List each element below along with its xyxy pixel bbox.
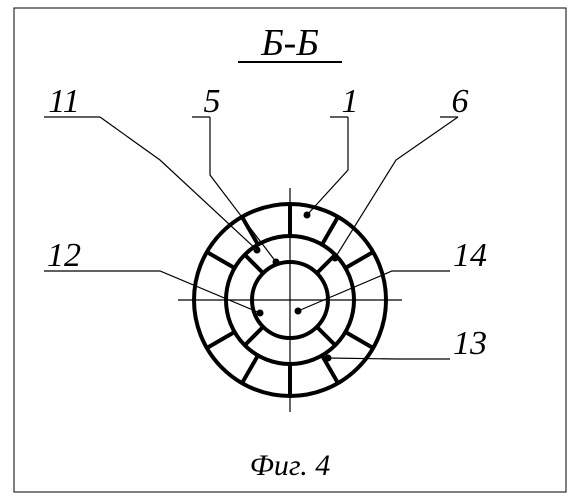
spoke-outer xyxy=(345,252,373,268)
leader-12 xyxy=(100,271,260,313)
leader-dot-13 xyxy=(325,355,332,362)
spoke-inner xyxy=(245,327,263,345)
section-title: Б-Б xyxy=(260,22,318,64)
figure-svg: Б-Б 11 5 1 6 12 14 13 Фиг. 4 xyxy=(0,0,580,500)
spoke-inner xyxy=(245,255,263,273)
leader-1 xyxy=(307,117,348,215)
leader-6 xyxy=(335,117,458,258)
callout-label-11: 11 xyxy=(48,83,79,120)
leader-11 xyxy=(100,117,257,250)
spoke-inner xyxy=(317,327,335,345)
leader-dot-14 xyxy=(295,308,302,315)
callout-label-6: 6 xyxy=(452,83,469,120)
callout-label-13: 13 xyxy=(453,325,487,362)
leader-dot-5 xyxy=(273,259,280,266)
leader-13 xyxy=(328,358,450,359)
callout-label-5: 5 xyxy=(204,83,221,120)
leader-dot-6 xyxy=(332,255,339,262)
spoke-outer xyxy=(322,217,338,245)
spoke-outer xyxy=(242,355,258,383)
spoke-outer xyxy=(207,332,235,348)
spoke-outer xyxy=(207,252,235,268)
callout-label-1: 1 xyxy=(342,83,359,120)
spoke-outer xyxy=(345,332,373,348)
leader-dot-1 xyxy=(304,212,311,219)
callout-label-14: 14 xyxy=(453,237,487,274)
callout-label-12: 12 xyxy=(47,237,81,274)
leader-dot-11 xyxy=(254,247,261,254)
leader-dot-12 xyxy=(257,310,264,317)
figure-caption: Фиг. 4 xyxy=(250,449,330,482)
